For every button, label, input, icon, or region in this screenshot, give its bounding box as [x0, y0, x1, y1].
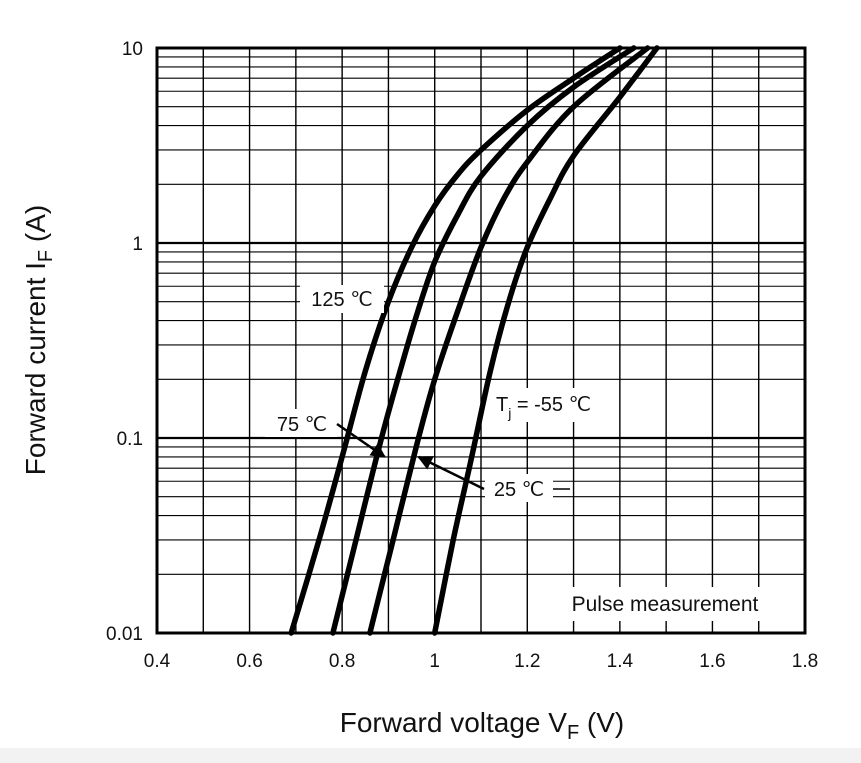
x-axis-title-unit: (V) — [579, 707, 624, 738]
x-tick-label: 0.6 — [236, 651, 262, 672]
x-tick-label: 1.2 — [514, 651, 540, 672]
curve-label-75: 75 ℃ — [277, 414, 327, 436]
pulse-measurement-note: Pulse measurement — [572, 593, 759, 616]
y-tick-label: 0.1 — [117, 429, 143, 450]
y-tick-label: 10 — [122, 39, 143, 60]
label-bg — [485, 474, 553, 502]
callouts: 125 ℃ 75 ℃ 25 ℃ Tj = -55 ℃ — [265, 285, 614, 502]
leader-line-75 — [336, 422, 386, 458]
label-bg — [265, 409, 337, 437]
y-tick-label: 1 — [132, 234, 143, 255]
tj-value: = -55 ℃ — [511, 394, 591, 416]
x-tick-label: 1.6 — [699, 651, 725, 672]
x-tick-label: 1 — [429, 651, 440, 672]
curve-label-125: 125 ℃ — [311, 289, 372, 311]
plot-frame — [155, 46, 807, 635]
series-curves — [288, 45, 660, 636]
leader-line-25 — [417, 455, 485, 491]
label-bg — [490, 388, 614, 422]
x-tick-label: 1.8 — [792, 651, 818, 672]
x-tick-label: 1.4 — [607, 651, 634, 672]
tj-symbol: T — [496, 394, 508, 416]
label-bg — [300, 285, 384, 313]
y-tick-label: 0.01 — [106, 624, 143, 645]
x-tick-label: 0.8 — [329, 651, 355, 672]
x-axis-title-main: Forward voltage V — [340, 707, 568, 738]
note-box-bg — [540, 587, 792, 621]
curve-label-minus55: Tj = -55 ℃ — [496, 394, 591, 421]
y-axis-title-unit: (A) — [20, 205, 51, 250]
bottom-strip — [0, 748, 861, 763]
y-axis-title: Forward current IF (A) — [20, 205, 57, 476]
x-tick-labels: 0.4 0.6 0.8 1 1.2 1.4 1.6 1.8 — [144, 651, 818, 672]
tj-subscript: j — [507, 405, 511, 421]
x-axis-title-sub: F — [567, 722, 579, 744]
series-line-0 — [288, 45, 623, 636]
x-axis-title: Forward voltage VF (V) — [340, 707, 625, 744]
x-tick-label: 0.4 — [144, 651, 171, 672]
y-axis-title-main: Forward current I — [20, 262, 51, 475]
series-line-3 — [431, 45, 660, 636]
minor-grid — [157, 48, 805, 633]
y-tick-labels: 0.01 0.1 1 10 — [106, 39, 143, 645]
y-axis-title-sub: F — [35, 250, 57, 262]
series-line-2 — [367, 45, 651, 636]
series-line-1 — [330, 45, 637, 636]
curve-label-25: 25 ℃ — [494, 479, 544, 501]
